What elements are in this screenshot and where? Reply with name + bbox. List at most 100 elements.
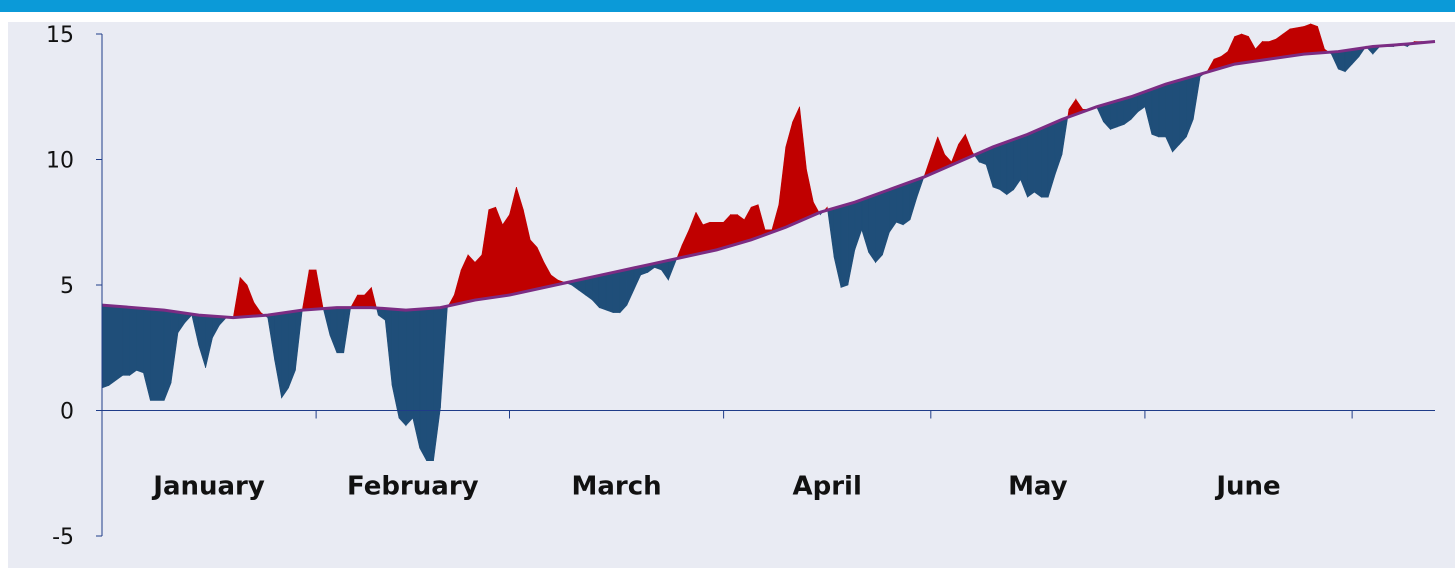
below-trend-area (633, 266, 642, 291)
labels-layer: 15 10 5 0 -5 January February March April May June (46, 23, 1281, 550)
below-trend-area (847, 201, 856, 286)
above-trend-area (1268, 38, 1277, 60)
above-trend-area (516, 187, 524, 294)
above-trend-area (1303, 23, 1311, 55)
below-trend-area (426, 307, 434, 462)
above-trend-area (723, 213, 731, 249)
above-trend-area (1262, 41, 1270, 61)
above-trend-area (702, 221, 711, 254)
below-trend-area (177, 311, 186, 334)
above-trend-area (246, 284, 255, 317)
above-trend-area (1275, 33, 1284, 59)
below-trend-area (329, 307, 338, 353)
below-trend-area (861, 196, 869, 253)
above-trend-area (806, 169, 814, 219)
above-trend-area (509, 187, 517, 296)
below-trend-area (661, 260, 669, 281)
above-trend-area (730, 214, 738, 247)
below-trend-area (405, 309, 414, 427)
x-tick-label-march: March (571, 472, 661, 502)
above-trend-area (1282, 28, 1291, 58)
trend-line (101, 40, 1436, 320)
above-trend-area (232, 277, 241, 318)
above-trend-area (716, 221, 724, 251)
below-trend-area (1047, 121, 1056, 198)
below-trend-area (999, 141, 1008, 196)
below-trend-area (868, 194, 876, 264)
below-trend-area (274, 312, 282, 399)
below-trend-area (605, 272, 614, 314)
y-tick-label: 0 (60, 400, 74, 425)
above-trend-area (357, 294, 365, 308)
above-trend-area (688, 212, 697, 257)
above-trend-area (502, 213, 510, 297)
above-trend-area (799, 106, 807, 222)
above-trend-area (695, 212, 704, 255)
above-trend-area (529, 239, 538, 291)
below-trend-area (619, 269, 628, 314)
below-trend-area (1034, 127, 1042, 198)
above-trend-area (453, 269, 462, 305)
below-trend-area (1027, 130, 1035, 198)
below-trend-area (163, 309, 172, 401)
below-trend-area (1158, 83, 1166, 138)
below-trend-area (1061, 116, 1069, 155)
above-trend-area (467, 254, 476, 302)
above-trend-area (495, 207, 503, 298)
below-trend-area (1172, 79, 1180, 153)
below-trend-area (108, 305, 124, 386)
below-trend-area (1123, 96, 1132, 125)
below-trend-area (882, 189, 890, 255)
above-trend-area (771, 204, 780, 233)
below-trend-area (433, 307, 441, 461)
above-trend-area (930, 136, 939, 175)
axes-layer (96, 33, 1435, 537)
x-tick-label-may: May (1008, 472, 1068, 502)
below-trend-area (854, 199, 863, 250)
above-trend-area (543, 262, 552, 288)
below-trend-area (902, 181, 911, 226)
below-trend-area (1116, 98, 1125, 128)
x-tick-label-january: January (151, 472, 265, 502)
above-trend-area (488, 206, 496, 299)
above-trend-area (1227, 36, 1235, 67)
below-trend-area (585, 276, 593, 301)
above-trend-area (474, 254, 483, 301)
above-trend-area (1248, 36, 1256, 63)
above-trend-area (1255, 40, 1263, 62)
above-trend-area (1317, 26, 1325, 54)
below-trend-area (419, 308, 427, 461)
below-trend-area (827, 207, 835, 258)
below-trend-area (592, 275, 600, 309)
below-trend-area (170, 310, 179, 383)
below-trend-area (875, 191, 883, 264)
below-trend-area (1020, 133, 1028, 198)
below-trend-area (150, 308, 165, 401)
above-trend-area (308, 269, 317, 310)
below-trend-area (1013, 136, 1021, 191)
below-trend-area (398, 309, 407, 427)
below-trend-area (1151, 86, 1160, 138)
below-trend-area (1331, 51, 1339, 70)
above-trend-area (1310, 23, 1318, 54)
above-trend-area (757, 204, 766, 238)
above-trend-area (301, 269, 310, 311)
below-trend-area (1192, 73, 1201, 120)
below-trend-area (840, 203, 849, 288)
below-trend-area (205, 315, 213, 368)
above-trend-area (371, 287, 377, 309)
above-trend-area (750, 204, 759, 241)
above-trend-area (785, 121, 793, 228)
below-trend-area (191, 313, 199, 346)
below-trend-area (440, 305, 448, 409)
below-trend-area (336, 307, 345, 354)
x-tick-label-april: April (793, 472, 862, 502)
below-trend-area (1338, 50, 1346, 73)
above-trend-area (315, 269, 324, 310)
below-trend-area (895, 184, 904, 226)
below-trend-area (668, 258, 676, 281)
above-trend-area (744, 207, 752, 243)
above-trend-area (681, 229, 690, 258)
above-trend-area (350, 294, 358, 308)
above-trend-area (1241, 33, 1249, 64)
